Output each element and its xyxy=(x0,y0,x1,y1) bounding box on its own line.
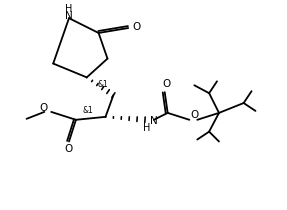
Text: H: H xyxy=(143,123,151,133)
Text: O: O xyxy=(162,79,171,89)
Text: N: N xyxy=(65,11,73,21)
Text: &1: &1 xyxy=(83,106,94,116)
Text: &1: &1 xyxy=(98,80,108,89)
Text: O: O xyxy=(64,144,72,154)
Text: O: O xyxy=(190,110,198,120)
Text: H: H xyxy=(65,4,73,14)
Text: O: O xyxy=(132,22,140,32)
Text: O: O xyxy=(39,103,47,113)
Text: N: N xyxy=(150,116,158,126)
